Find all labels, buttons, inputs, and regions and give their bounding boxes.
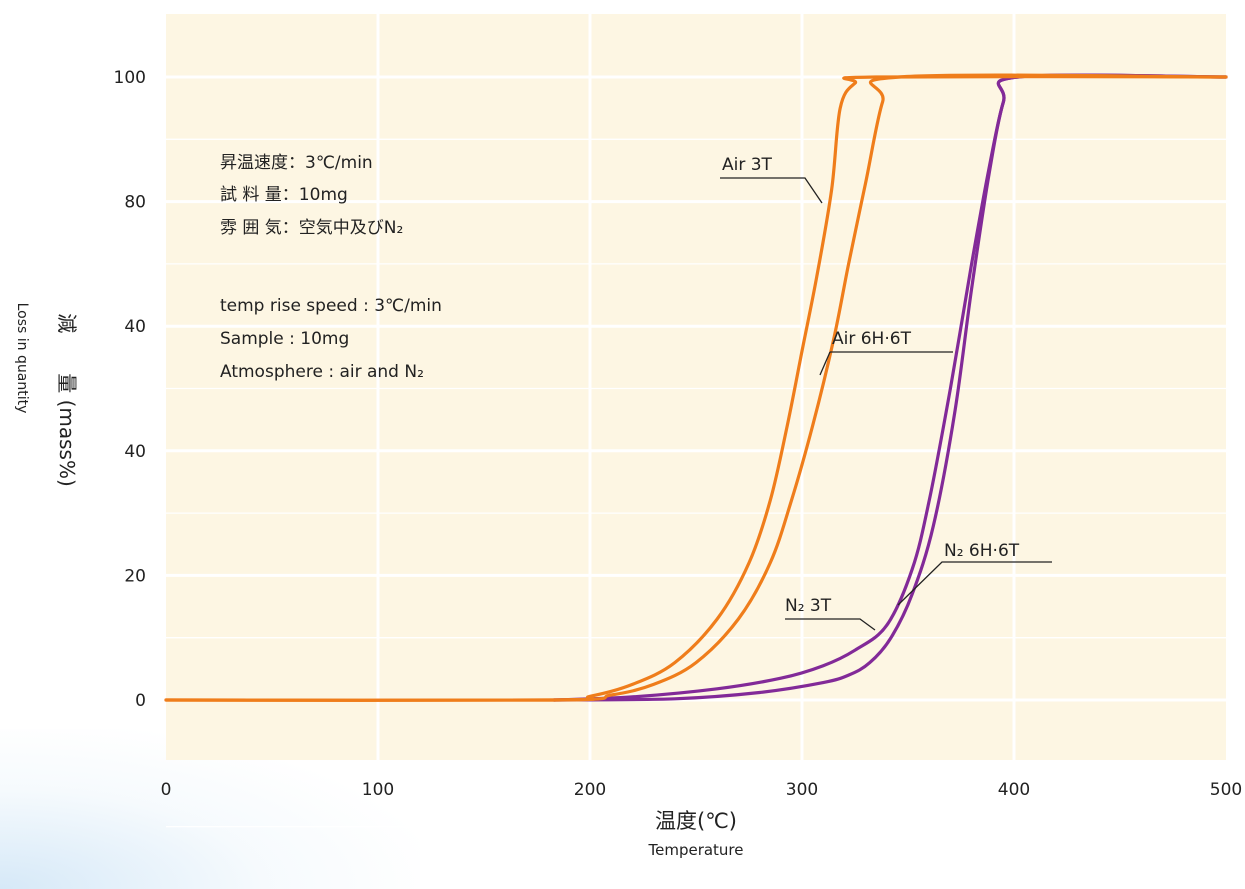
series-label-air-6h6t: Air 6H·6T: [832, 329, 912, 349]
x-tick-label: 200: [574, 780, 606, 800]
series-label-n2-6h6t: N₂ 6H·6T: [944, 541, 1020, 561]
annotation-sample-en: Sample : 10mg: [220, 329, 349, 349]
tick-labels: 0 100 200 300 400 500 0 20 40 40 80 100: [114, 68, 1243, 800]
y-axis-title: 減 量 (mass%): [55, 313, 79, 487]
annotation-sample-jp: 試 料 量：10mg: [220, 185, 348, 205]
y-tick-label: 20: [124, 566, 146, 586]
x-tick-label: 0: [161, 780, 172, 800]
y-tick-label: 100: [114, 68, 146, 88]
annotation-rate-en: temp rise speed : 3℃/min: [220, 296, 442, 316]
y-tick-label: 40: [124, 317, 146, 337]
y-tick-label: 80: [124, 193, 146, 213]
label-leader-line: [897, 561, 1052, 606]
annotation-atmosphere-en: Atmosphere : air and N₂: [220, 362, 424, 382]
label-leader-line: [819, 351, 831, 376]
series-line-4: [552, 73, 1228, 702]
series-label-n2-3t: N₂ 3T: [785, 596, 832, 616]
y-tick-label: 40: [124, 442, 146, 462]
label-leaders: [720, 177, 1052, 631]
plot-background: [166, 14, 1226, 760]
x-axis-title: 温度(℃): [655, 809, 737, 833]
x-tick-label: 400: [998, 780, 1030, 800]
annotation-rate-jp: 昇温速度：3℃/min: [220, 153, 373, 173]
label-leader-line: [785, 618, 876, 631]
x-axis-subtitle: Temperature: [647, 841, 743, 859]
x-tick-label: 300: [786, 780, 818, 800]
x-tick-label: 500: [1210, 780, 1242, 800]
series-label-air-3t: Air 3T: [722, 155, 773, 175]
annotation-atmosphere-jp: 雰 囲 気：空気中及びN₂: [220, 218, 403, 238]
x-tick-label: 100: [362, 780, 394, 800]
y-axis-subtitle: Loss in quantity: [14, 303, 30, 414]
label-leader-line: [720, 177, 823, 204]
y-tick-label: 0: [135, 691, 146, 711]
series-line-2: [164, 73, 1228, 702]
series-layer: [164, 73, 1228, 702]
